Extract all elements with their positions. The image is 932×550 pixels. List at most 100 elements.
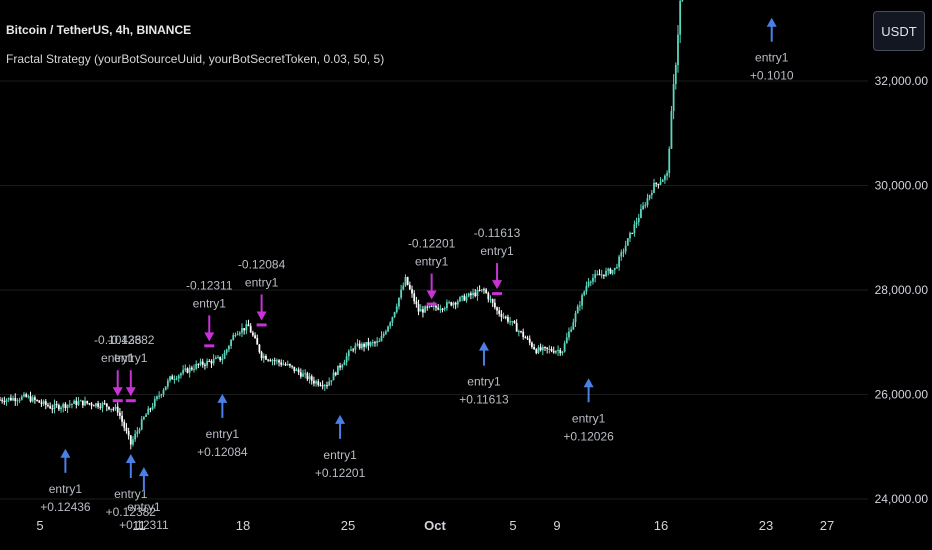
candle-body [657,183,660,185]
entry-label: entry1 [114,487,148,501]
exit-marker[interactable]: entry1 -0.12201 [408,237,456,306]
currency-button[interactable]: USDT [873,11,925,51]
candle-body [225,349,228,353]
candle-body [461,295,464,298]
candle-body [594,274,597,278]
entry-marker[interactable]: entry1 +0.12026 [563,378,614,443]
entry-marker[interactable]: entry1 +0.1010 [750,17,794,83]
candle-body [208,360,211,362]
candle-body [251,332,254,336]
candle-body [173,378,176,380]
candle-body [40,402,43,404]
candle-body [317,381,320,385]
candle-body [197,363,200,365]
candle-body [526,338,529,340]
candle-body [598,274,601,276]
candle-body [256,338,259,345]
candle-body [302,373,304,377]
candle-body [262,355,265,359]
candle-body [0,399,1,401]
candle-body [291,365,294,367]
exit-value: -0.12084 [238,257,286,271]
candle-body [286,364,289,366]
entry-label: entry1 [323,448,357,462]
exit-marker[interactable]: entry1 -0.12382 [107,333,155,403]
exit-label: entry1 [245,275,279,289]
candle-body [463,295,466,301]
strategy-legend[interactable]: Fractal Strategy (yourBotSourceUuid, you… [6,52,385,66]
candle-body [550,348,553,352]
candle-body [535,349,538,354]
candle-body [677,34,679,65]
candle-body [422,309,424,313]
exit-arrow-head [426,290,437,300]
entry-arrow-head [335,414,346,424]
candle-body [269,360,272,362]
candle-body [114,406,117,409]
candle-body [160,394,163,396]
entry-marker[interactable]: entry1 +0.12084 [197,393,248,459]
candle-body [121,415,123,422]
candle-body [326,385,328,387]
candle-body [212,358,215,364]
candle-body [539,347,542,351]
candle-body [166,380,169,387]
entry-label: entry1 [467,375,501,389]
candle-body [31,397,34,402]
candle-body [363,343,365,347]
candle-body [238,332,241,335]
candle-body [443,308,446,310]
candle-body [398,297,400,307]
candle-body [515,323,518,332]
candle-body [271,360,274,362]
exit-label: entry1 [114,351,148,365]
candle-body [404,276,407,286]
candle-body [64,403,67,409]
candle-body [474,292,477,297]
candle-body [308,376,311,380]
candle-body [533,346,535,350]
entry-arrow-head [138,467,149,477]
candle-body [552,351,555,353]
candle-body [345,356,348,363]
candle-body [637,217,640,223]
candle-body [467,293,470,297]
exit-marker[interactable]: entry1 -0.11613 [474,226,521,296]
candle-body [679,0,682,35]
candle-body [151,406,154,409]
candle-body [509,321,512,323]
exit-value: -0.12311 [186,278,233,292]
symbol-title[interactable]: Bitcoin / TetherUS, 4h, BINANCE [6,23,192,37]
candle-body [284,364,287,366]
candle-body [199,361,202,365]
candle-body [278,360,280,363]
candle-body [321,385,324,387]
entry-marker[interactable]: entry1 +0.12382 [106,454,157,519]
candle-body [147,408,150,415]
exit-marker[interactable]: entry1 -0.12311 [186,278,233,348]
exit-marker[interactable]: entry1 -0.10436 [94,333,142,403]
candle-body [23,394,25,397]
candle-body [380,336,383,342]
candle-body [559,350,562,354]
candle-body [430,306,433,308]
entry-marker[interactable]: entry1 +0.11613 [459,341,509,407]
candle-body [169,376,171,381]
candle-body [417,304,420,312]
candle-body [125,427,128,432]
candle-body [681,0,684,1]
candle-body [611,269,614,274]
candle-body [339,365,341,368]
entry-label: entry1 [755,51,789,65]
entry-marker[interactable]: entry1 +0.12201 [315,414,366,480]
entry-marker[interactable]: entry1 +0.12311 [119,467,169,532]
exit-label: entry1 [415,255,449,269]
candle-body [42,401,45,404]
exit-marker[interactable]: entry1 -0.12084 [238,257,286,327]
candle-body [360,343,363,349]
candle-body [206,360,208,366]
candle-body [478,289,481,291]
entry-marker[interactable]: entry1 +0.12436 [40,448,91,514]
x-tick-label: 23 [759,518,773,533]
